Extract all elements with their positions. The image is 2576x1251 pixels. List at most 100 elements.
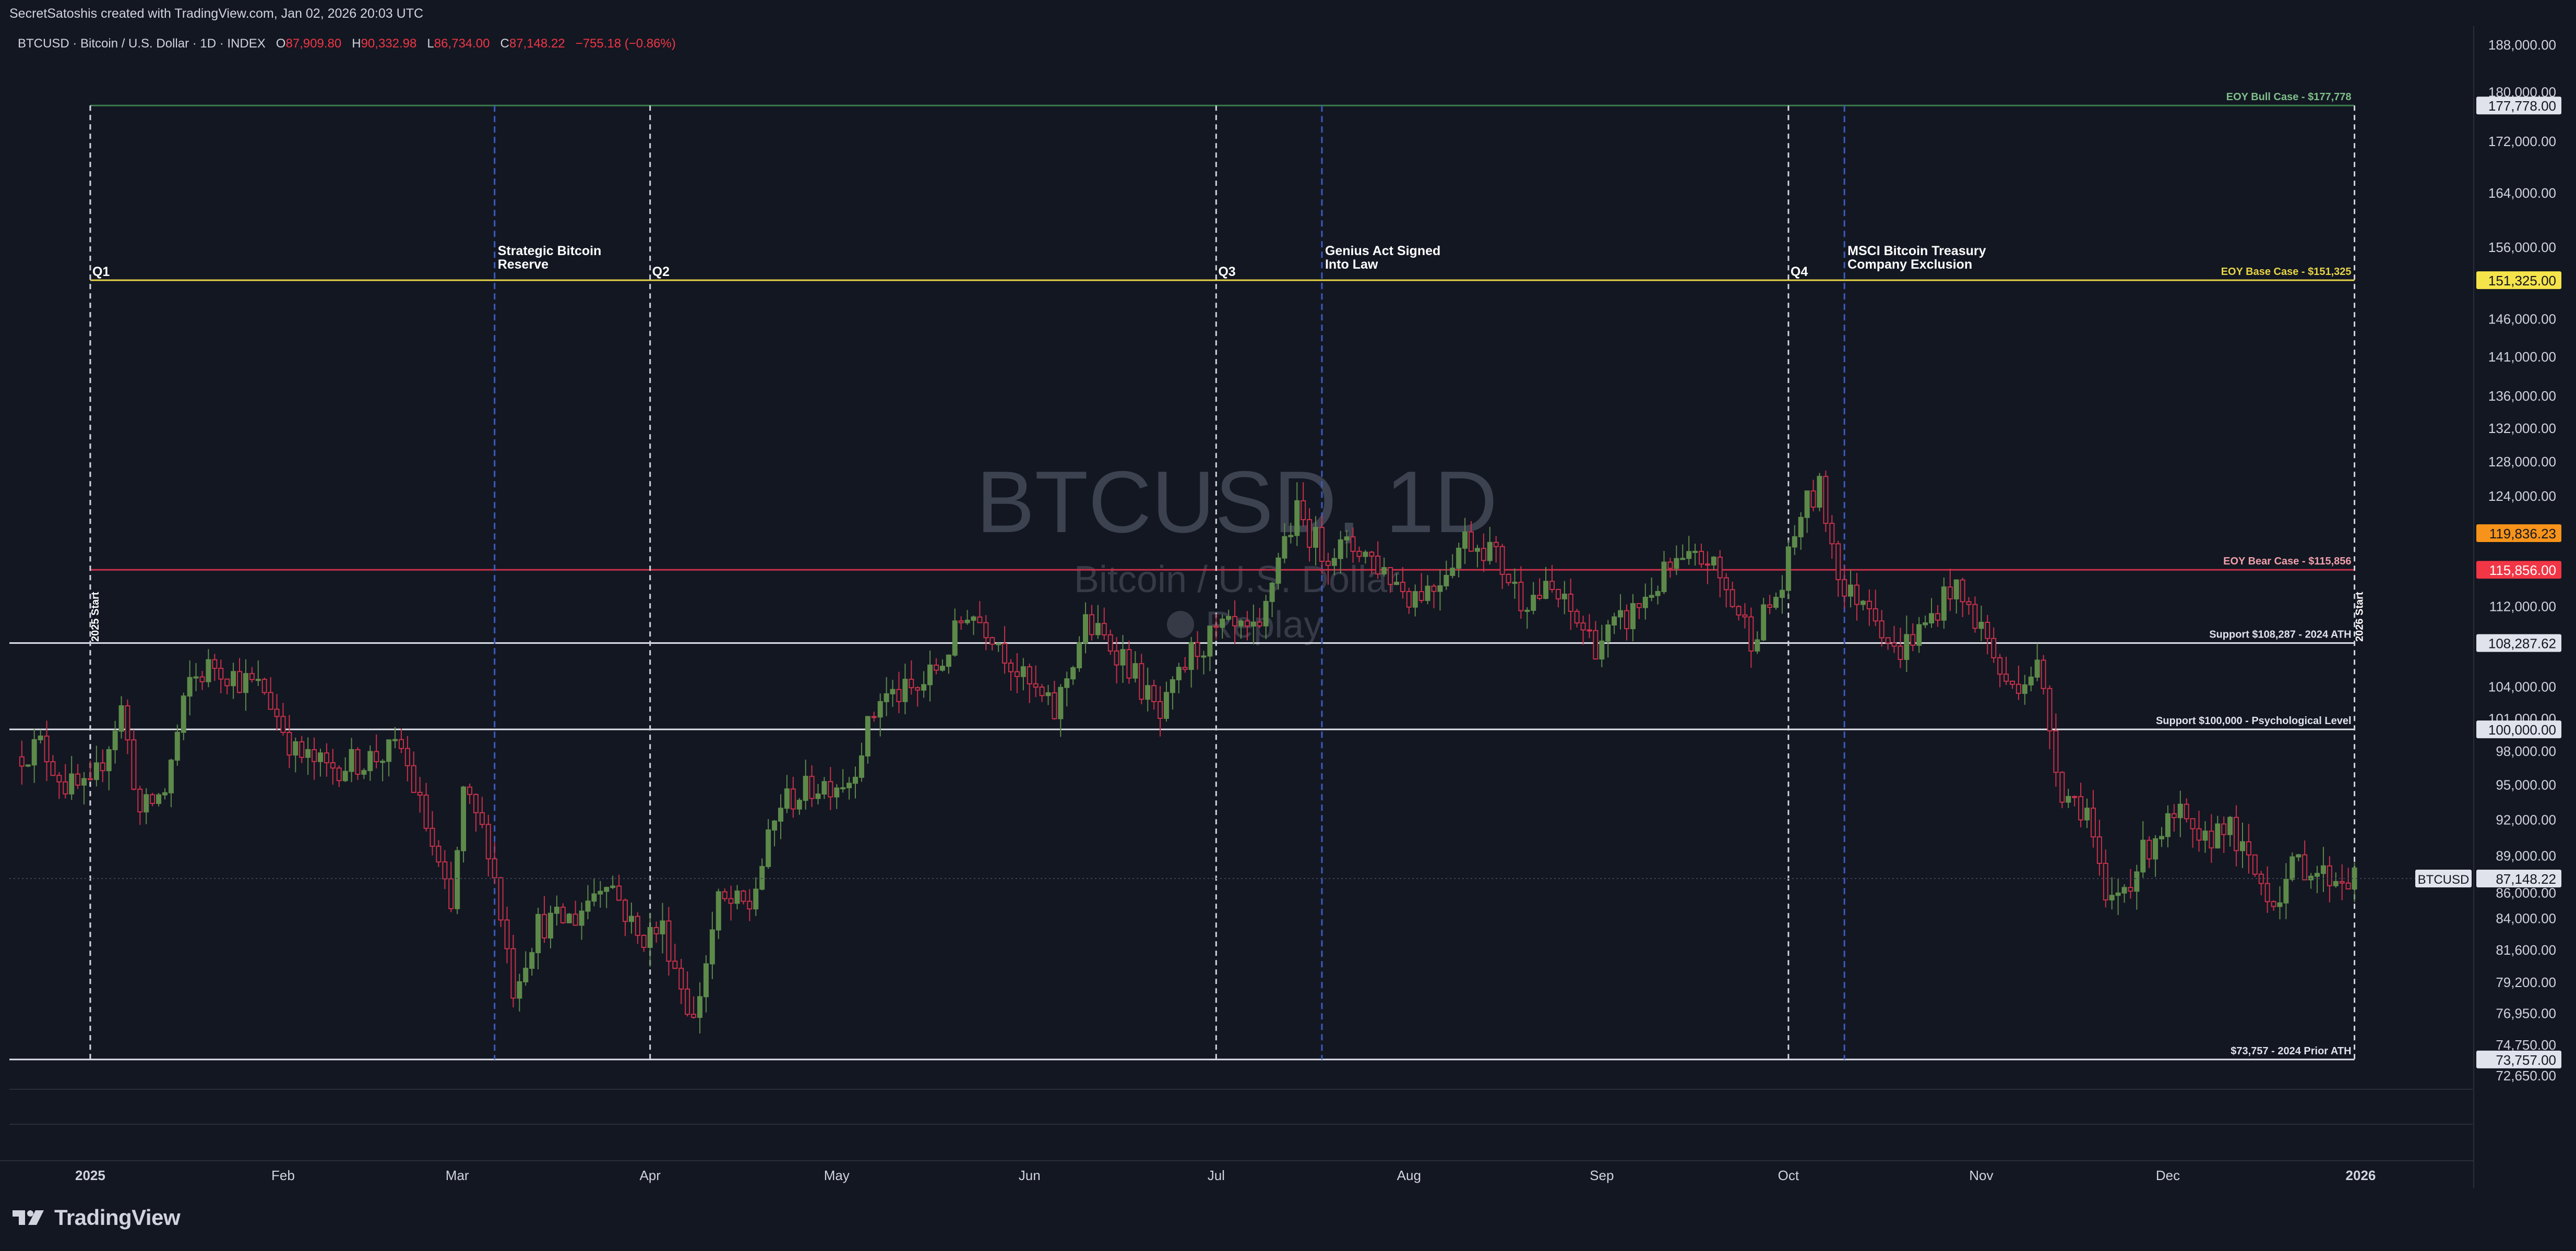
candle-body[interactable] <box>168 760 174 793</box>
chart-area[interactable] <box>0 26 2576 1188</box>
candle-body[interactable] <box>1804 490 1810 518</box>
candle-body[interactable] <box>784 788 790 809</box>
candle-body[interactable] <box>2333 881 2339 886</box>
candle-body[interactable] <box>1997 657 2003 675</box>
candle-body[interactable] <box>1947 586 1953 599</box>
candle-body[interactable] <box>2202 831 2208 841</box>
candle-body[interactable] <box>1785 546 1791 591</box>
candle-body[interactable] <box>996 643 1001 645</box>
candle-body[interactable] <box>392 739 398 741</box>
candle-body[interactable] <box>2234 816 2239 851</box>
candle-body[interactable] <box>1294 500 1300 536</box>
candle-body[interactable] <box>2041 659 2046 689</box>
candle-body[interactable] <box>2103 862 2108 900</box>
candle-body[interactable] <box>181 695 186 733</box>
candle-body[interactable] <box>952 620 958 656</box>
candle-body[interactable] <box>616 885 622 901</box>
candle-body[interactable] <box>156 794 162 804</box>
candle-body[interactable] <box>709 929 715 965</box>
candle-body[interactable] <box>2096 836 2102 864</box>
candle-body[interactable] <box>1263 600 1269 627</box>
candle-body[interactable] <box>1406 591 1412 608</box>
candle-body[interactable] <box>2153 838 2158 860</box>
candle-body[interactable] <box>1835 543 1841 581</box>
candle-body[interactable] <box>2339 881 2345 884</box>
candle-body[interactable] <box>1207 626 1213 657</box>
candle-body[interactable] <box>2003 673 2009 682</box>
candle-body[interactable] <box>579 910 585 926</box>
candle-body[interactable] <box>19 756 25 767</box>
candle-body[interactable] <box>1929 613 1935 624</box>
candle-body[interactable] <box>1923 622 1928 626</box>
candle-body[interactable] <box>255 679 261 681</box>
candle-body[interactable] <box>423 795 429 829</box>
candle-body[interactable] <box>455 850 460 909</box>
candle-body[interactable] <box>2078 796 2084 821</box>
candle-body[interactable] <box>2221 823 2227 835</box>
candle-body[interactable] <box>790 788 796 810</box>
candle-body[interactable] <box>1114 650 1119 666</box>
candle-body[interactable] <box>1704 563 1710 566</box>
candle-body[interactable] <box>1431 585 1437 592</box>
candle-body[interactable] <box>1842 579 1847 597</box>
candle-body[interactable] <box>672 960 678 969</box>
candle-body[interactable] <box>2345 882 2351 889</box>
candle-body[interactable] <box>1481 548 1486 561</box>
candle-body[interactable] <box>2134 871 2140 892</box>
candle-body[interactable] <box>871 716 877 718</box>
candle-body[interactable] <box>1418 591 1424 601</box>
candle-body[interactable] <box>268 692 273 710</box>
candle-body[interactable] <box>150 794 156 804</box>
candle-body[interactable] <box>1810 490 1816 508</box>
candle-body[interactable] <box>834 787 840 798</box>
candle-body[interactable] <box>1381 567 1387 575</box>
candle-body[interactable] <box>591 893 597 902</box>
candle-body[interactable] <box>542 913 547 939</box>
candle-body[interactable] <box>2109 895 2115 900</box>
candle-body[interactable] <box>1039 687 1045 696</box>
candle-body[interactable] <box>1499 546 1505 575</box>
candle-body[interactable] <box>1375 556 1381 575</box>
candle-body[interactable] <box>2009 680 2015 685</box>
candle-body[interactable] <box>38 735 43 740</box>
candle-body[interactable] <box>1101 623 1107 635</box>
candle-body[interactable] <box>535 913 541 954</box>
candle-body[interactable] <box>1170 679 1175 693</box>
candle-body[interactable] <box>1163 692 1169 719</box>
candle-body[interactable] <box>2196 828 2202 841</box>
candle-body[interactable] <box>249 673 255 680</box>
candle-body[interactable] <box>243 673 248 693</box>
candle-body[interactable] <box>554 907 559 914</box>
candle-body[interactable] <box>2246 841 2251 856</box>
candle-body[interactable] <box>715 891 721 931</box>
candle-body[interactable] <box>1301 500 1306 521</box>
candle-body[interactable] <box>69 773 75 795</box>
candle-body[interactable] <box>1854 584 1859 605</box>
candle-body[interactable] <box>1188 642 1194 670</box>
candle-body[interactable] <box>759 865 765 890</box>
candle-body[interactable] <box>510 948 516 999</box>
candle-body[interactable] <box>1250 621 1256 627</box>
candle-body[interactable] <box>1898 645 1903 660</box>
candle-body[interactable] <box>560 907 566 923</box>
candle-body[interactable] <box>2271 901 2276 907</box>
candle-body[interactable] <box>1288 535 1294 537</box>
candle-body[interactable] <box>2165 813 2170 837</box>
candle-body[interactable] <box>349 749 354 772</box>
candle-body[interactable] <box>1866 600 1872 609</box>
candle-body[interactable] <box>2252 854 2258 875</box>
candle-body[interactable] <box>1755 639 1760 652</box>
candle-body[interactable] <box>1686 551 1692 559</box>
candle-body[interactable] <box>1655 591 1661 596</box>
candle-body[interactable] <box>610 885 616 888</box>
candle-body[interactable] <box>971 616 976 621</box>
candle-body[interactable] <box>2059 772 2065 803</box>
candle-body[interactable] <box>1580 622 1586 631</box>
candle-body[interactable] <box>218 668 224 680</box>
candle-body[interactable] <box>2283 879 2289 904</box>
candle-body[interactable] <box>1736 606 1742 616</box>
candle-body[interactable] <box>1469 531 1474 552</box>
candle-body[interactable] <box>1661 561 1667 592</box>
candle-body[interactable] <box>380 761 386 763</box>
candle-body[interactable] <box>1742 614 1748 618</box>
